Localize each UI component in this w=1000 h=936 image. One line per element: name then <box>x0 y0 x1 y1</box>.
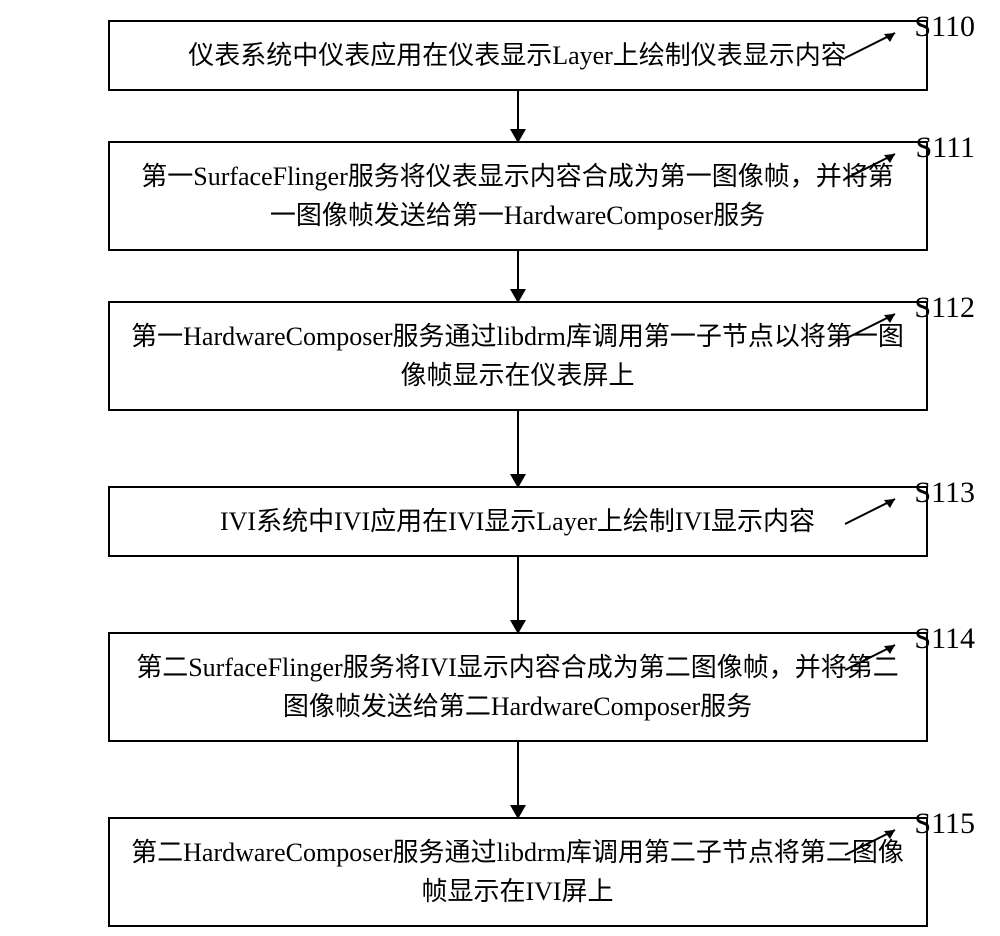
label-arrow-icon <box>840 28 910 68</box>
flowchart-container: 仪表系统中仪表应用在仪表显示Layer上绘制仪表显示内容 S110 第一Surf… <box>0 20 1000 927</box>
step-box-S112: 第一HardwareComposer服务通过libdrm库调用第一子节点以将第一… <box>108 301 928 411</box>
step-label: S114 <box>914 622 975 656</box>
step-label: S115 <box>914 807 975 841</box>
step-text: 第一HardwareComposer服务通过libdrm库调用第一子节点以将第一… <box>131 322 904 390</box>
connector-arrow-large <box>517 557 519 632</box>
step-label: S112 <box>914 291 975 325</box>
step-container-3: IVI系统中IVI应用在IVI显示Layer上绘制IVI显示内容 S113 <box>0 486 1000 557</box>
step-box-S114: 第二SurfaceFlinger服务将IVI显示内容合成为第二图像帧，并将第二图… <box>108 632 928 742</box>
step-text: 第二HardwareComposer服务通过libdrm库调用第二子节点将第二图… <box>131 838 904 906</box>
step-text: 第一SurfaceFlinger服务将仪表显示内容合成为第一图像帧，并将第一图像… <box>141 162 894 230</box>
step-container-4: 第二SurfaceFlinger服务将IVI显示内容合成为第二图像帧，并将第二图… <box>0 632 1000 742</box>
connector-arrow-large <box>517 742 519 817</box>
step-container-5: 第二HardwareComposer服务通过libdrm库调用第二子节点将第二图… <box>0 817 1000 927</box>
step-container-2: 第一HardwareComposer服务通过libdrm库调用第一子节点以将第一… <box>0 301 1000 411</box>
label-arrow-icon <box>840 309 910 349</box>
connector-arrow-large <box>517 411 519 486</box>
step-label: S110 <box>914 10 975 44</box>
step-box-S110: 仪表系统中仪表应用在仪表显示Layer上绘制仪表显示内容 <box>108 20 928 91</box>
step-label: S111 <box>916 131 975 165</box>
step-box-S113: IVI系统中IVI应用在IVI显示Layer上绘制IVI显示内容 <box>108 486 928 557</box>
step-container-1: 第一SurfaceFlinger服务将仪表显示内容合成为第一图像帧，并将第一图像… <box>0 141 1000 251</box>
connector-arrow <box>517 91 519 141</box>
label-arrow-icon <box>840 494 910 534</box>
step-text: 仪表系统中仪表应用在仪表显示Layer上绘制仪表显示内容 <box>188 41 847 70</box>
step-container-0: 仪表系统中仪表应用在仪表显示Layer上绘制仪表显示内容 S110 <box>0 20 1000 91</box>
step-text: 第二SurfaceFlinger服务将IVI显示内容合成为第二图像帧，并将第二图… <box>136 653 899 721</box>
step-box-S111: 第一SurfaceFlinger服务将仪表显示内容合成为第一图像帧，并将第一图像… <box>108 141 928 251</box>
label-arrow-icon <box>840 825 910 865</box>
step-box-S115: 第二HardwareComposer服务通过libdrm库调用第二子节点将第二图… <box>108 817 928 927</box>
step-label: S113 <box>914 476 975 510</box>
connector-arrow <box>517 251 519 301</box>
label-arrow-icon <box>840 640 910 680</box>
label-arrow-icon <box>840 149 910 189</box>
step-text: IVI系统中IVI应用在IVI显示Layer上绘制IVI显示内容 <box>220 507 815 536</box>
